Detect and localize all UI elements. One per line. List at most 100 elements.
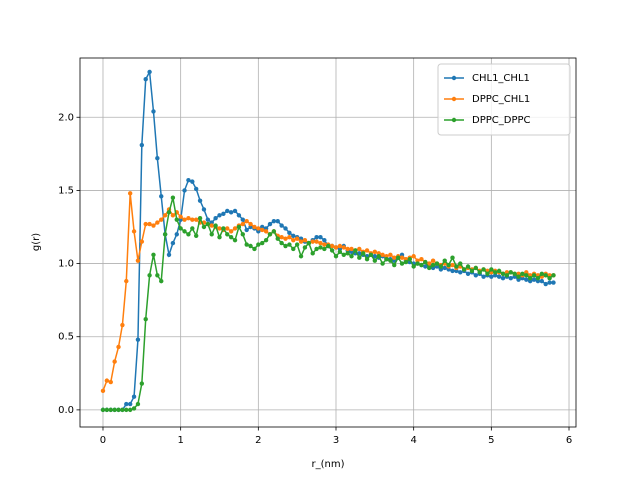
data-point [442, 258, 447, 263]
data-point [427, 265, 432, 271]
data-point [170, 213, 176, 218]
data-point [419, 256, 424, 262]
data-point [124, 401, 129, 407]
data-point [240, 221, 245, 227]
data-point [458, 270, 463, 275]
y-tick-label: 0.5 [58, 332, 74, 343]
data-point [120, 407, 125, 413]
data-point [403, 259, 409, 265]
data-point [271, 218, 277, 224]
data-point [186, 232, 191, 237]
data-point [279, 240, 284, 246]
data-point [543, 281, 548, 287]
data-point [291, 246, 296, 252]
data-point [228, 229, 234, 234]
data-point [197, 198, 203, 203]
data-point [170, 240, 176, 246]
data-point [186, 177, 191, 183]
data-point [291, 233, 296, 238]
data-point [341, 252, 346, 257]
data-point [364, 248, 370, 253]
data-point [388, 252, 393, 257]
data-point [322, 246, 327, 252]
data-point [232, 208, 238, 214]
data-point [322, 237, 327, 243]
data-point [147, 69, 152, 75]
data-point [322, 242, 327, 247]
data-point [314, 235, 319, 240]
data-point [240, 217, 245, 222]
data-point [465, 264, 471, 269]
y-tick-label: 1.0 [58, 259, 74, 270]
data-point [341, 245, 346, 250]
data-point [294, 242, 300, 247]
data-point [500, 276, 506, 281]
data-point [337, 243, 343, 249]
data-point [535, 276, 541, 281]
data-point [287, 242, 292, 247]
data-point [155, 220, 160, 225]
data-point [162, 213, 168, 218]
data-point [232, 226, 238, 231]
data-point [423, 264, 428, 269]
data-point [159, 217, 164, 222]
data-point [155, 273, 160, 278]
data-point [496, 268, 502, 274]
data-point [454, 264, 459, 269]
legend-label: DPPC_DPPC [472, 115, 531, 126]
data-point [547, 280, 552, 285]
data-point [225, 232, 230, 237]
data-point [411, 264, 416, 269]
data-point [430, 258, 436, 263]
data-point [112, 359, 117, 364]
data-point [205, 217, 211, 222]
data-point [496, 274, 502, 279]
data-point [159, 278, 164, 284]
x-axis-label: r_(nm) [312, 459, 345, 470]
data-point [407, 256, 412, 262]
data-point [364, 256, 370, 262]
data-point [388, 258, 393, 263]
data-point [275, 218, 280, 224]
x-tick-label: 3 [333, 435, 339, 446]
data-point [131, 394, 137, 399]
data-point [256, 242, 261, 247]
data-point [190, 226, 195, 231]
data-point [539, 271, 545, 277]
data-point [372, 249, 378, 255]
data-point [500, 271, 506, 277]
data-point [260, 227, 265, 233]
data-point [248, 221, 253, 227]
data-point [228, 210, 234, 215]
data-point [213, 223, 218, 228]
legend-label: CHL1_CHL1 [472, 73, 530, 84]
data-point [337, 249, 343, 255]
data-point [244, 242, 249, 247]
data-point [252, 224, 257, 230]
data-point [298, 254, 304, 259]
data-point [380, 252, 385, 257]
data-point [477, 270, 482, 275]
data-point [291, 237, 296, 243]
data-point [186, 216, 191, 221]
data-point [170, 195, 176, 200]
x-tick-label: 4 [410, 435, 416, 446]
data-point [225, 208, 230, 214]
y-tick-label: 0.0 [58, 405, 74, 416]
data-point [225, 226, 230, 231]
data-point [493, 270, 498, 275]
data-point [469, 268, 475, 274]
data-point [151, 252, 156, 257]
legend-marker [451, 75, 457, 81]
data-point [434, 261, 440, 266]
data-point [217, 235, 222, 240]
legend-marker [451, 96, 457, 102]
data-point [135, 337, 141, 342]
data-point [302, 237, 308, 243]
data-point [450, 262, 455, 268]
data-point [531, 277, 537, 282]
data-point [147, 273, 152, 278]
data-point [221, 211, 226, 217]
data-point [326, 243, 331, 249]
data-point [124, 407, 129, 413]
